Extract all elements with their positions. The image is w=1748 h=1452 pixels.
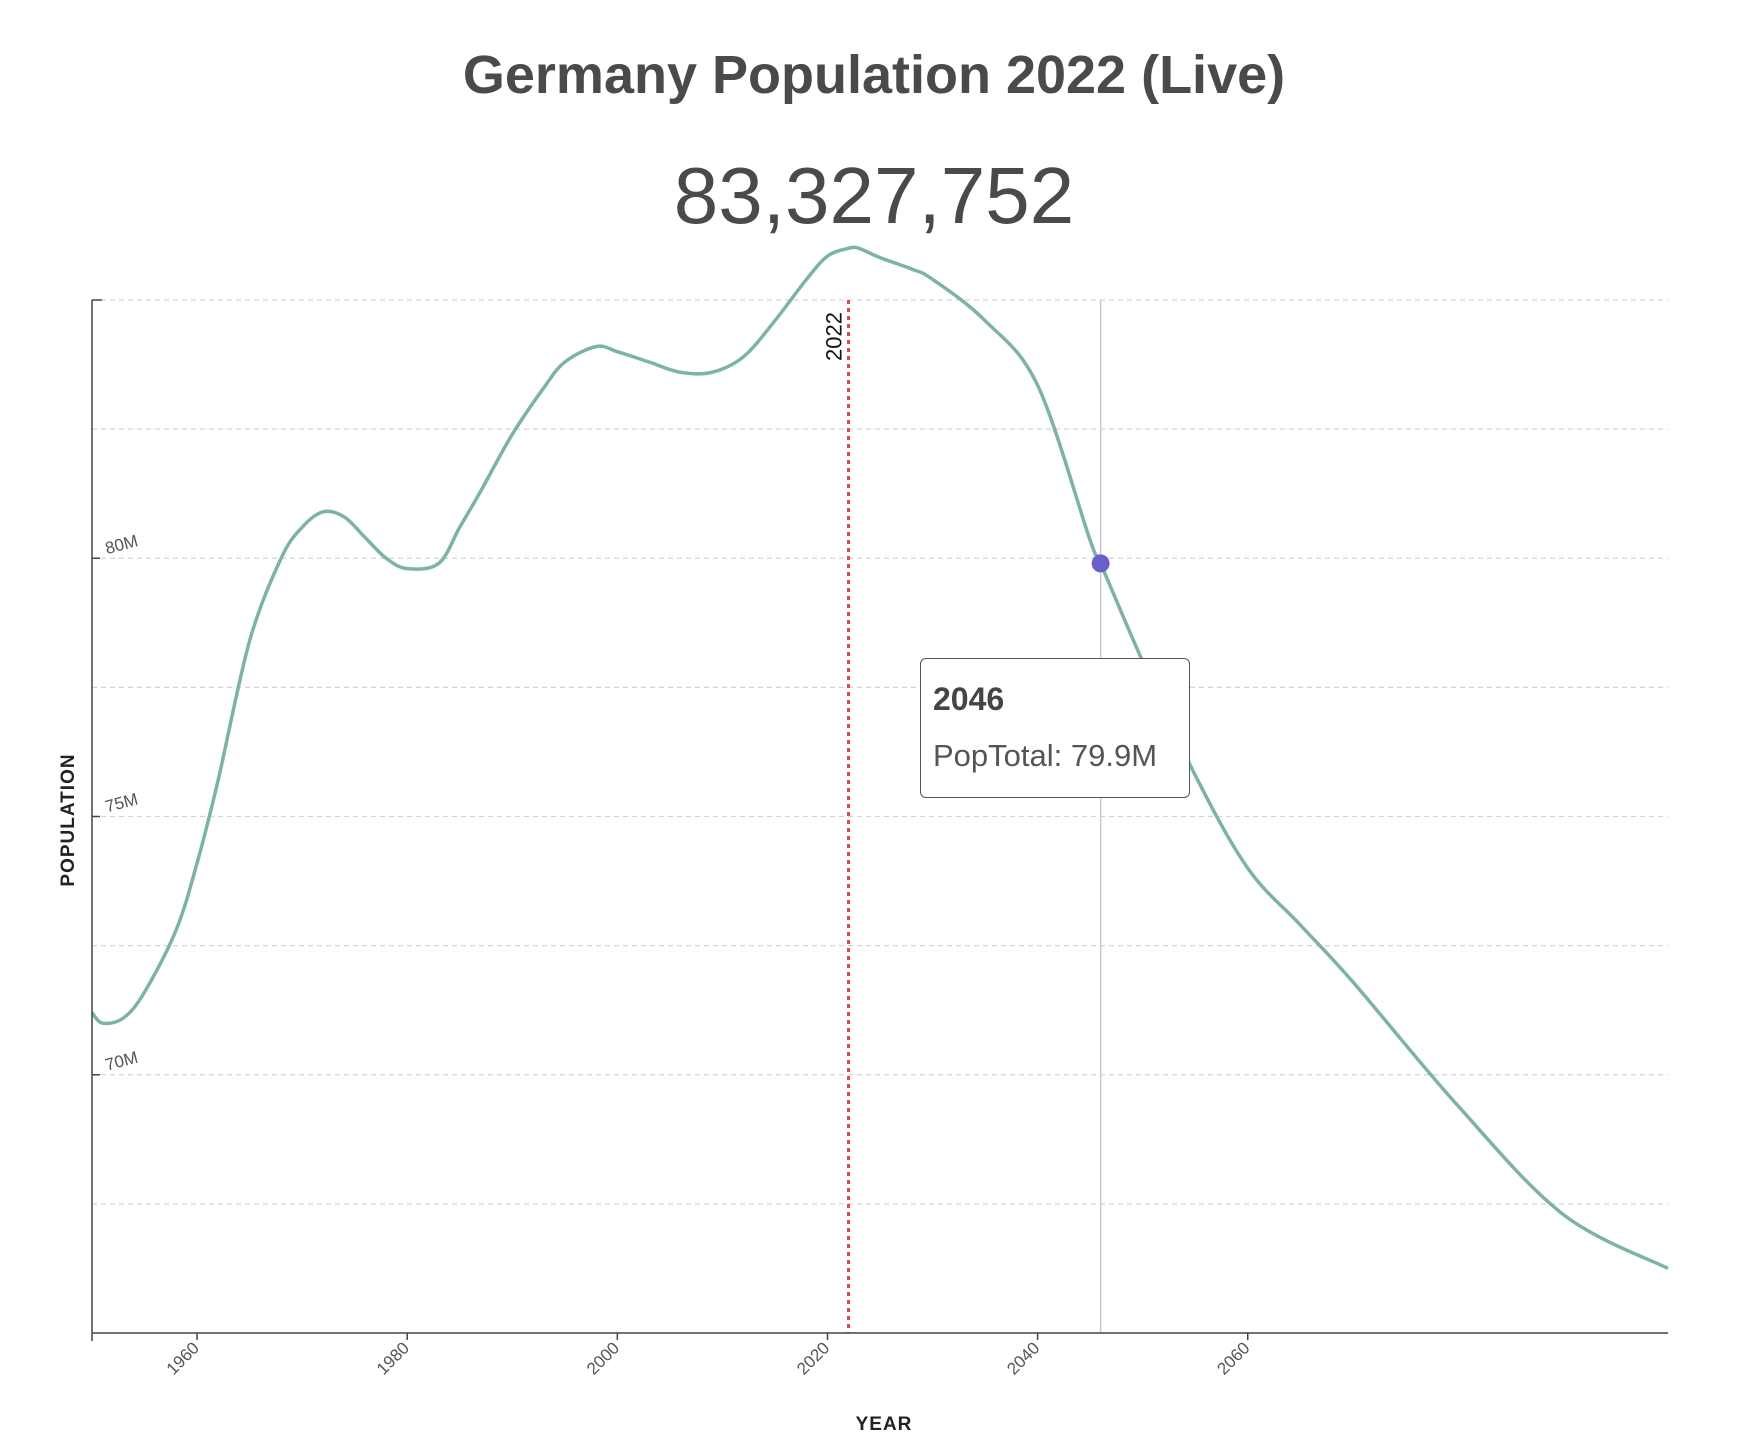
tooltip-value-row: PopTotal: 79.9M [933,738,1177,774]
y-tick-label: 75M [103,789,140,816]
x-tick-label: 1960 [163,1338,203,1378]
x-tick-label: 2060 [1213,1338,1253,1378]
x-tick-label: 2000 [583,1338,623,1378]
tooltip-separator: : [1053,738,1071,773]
x-tick-label: 2040 [1003,1338,1043,1378]
page-title: Germany Population 2022 (Live) [462,45,1286,105]
x-tick-label: 1980 [373,1338,413,1378]
current-year-marker-label: 2022 [821,312,846,361]
hover-data-point[interactable] [1091,554,1110,573]
y-axis-title: POPULATION [58,753,79,886]
x-axis-title: YEAR [856,1414,913,1435]
tooltip-label: PopTotal [933,738,1054,773]
gridlines [92,299,1668,1205]
tooltip-year: 2046 [933,681,1005,717]
data-tooltip: 2046 PopTotal: 79.9M [920,658,1190,798]
tooltip-value: 79.9M [1070,738,1158,773]
population-series-line[interactable] [90,245,1669,1270]
live-population-counter: 83,327,752 [673,151,1075,240]
axes: 1960 1980 2000 2020 2040 2060 70M 75M 80M [91,299,1668,1379]
x-tick-label: 2020 [793,1338,833,1378]
y-tick-label: 80M [103,531,140,558]
y-tick-label: 70M [103,1048,140,1075]
